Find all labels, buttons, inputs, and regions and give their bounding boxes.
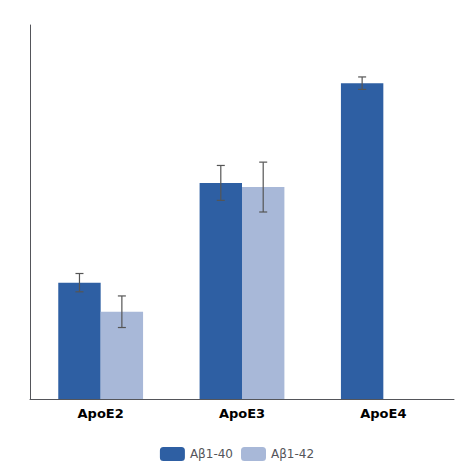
svg-text:ApoE3: ApoE3	[219, 406, 265, 421]
svg-text:ApoE2: ApoE2	[78, 406, 124, 421]
svg-text:Aβ1-42: Aβ1-42	[271, 447, 314, 461]
svg-text:Aβ1-40: Aβ1-40	[190, 447, 233, 461]
svg-text:ApoE4: ApoE4	[360, 406, 406, 421]
